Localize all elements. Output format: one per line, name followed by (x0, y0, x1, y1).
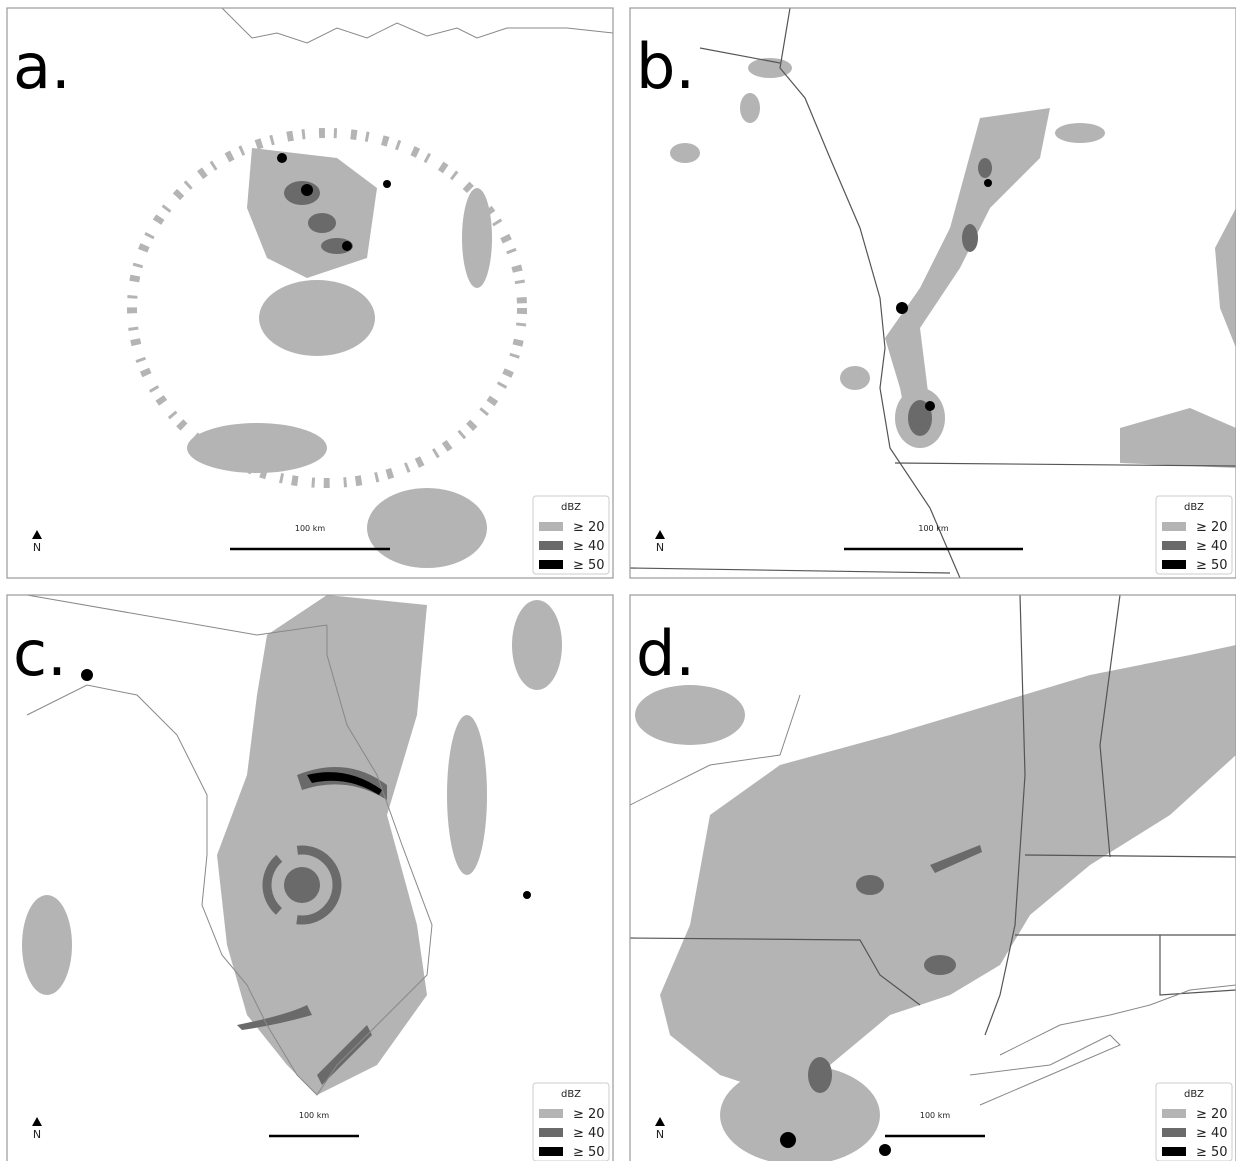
north-arrow (32, 530, 42, 539)
north-label: N (33, 541, 41, 554)
legend-title: dBZ (1184, 502, 1204, 513)
legend-label: ≥ 50 (1196, 1145, 1228, 1160)
panel: b. N 100 km dBZ ≥ 20 ≥ 40 ≥ 50 (629, 7, 1236, 579)
legend-swatch (539, 522, 563, 531)
legend-box (1155, 1082, 1233, 1161)
panel-frame (6, 594, 614, 1161)
legend-title: dBZ (561, 502, 581, 513)
panel-label: b. (636, 30, 695, 103)
legend-box (1155, 495, 1233, 575)
panel: a. N 100 km dBZ ≥ 20 ≥ 40 ≥ 50 (6, 7, 614, 579)
legend-label: ≥ 50 (573, 1145, 605, 1160)
legend-swatch (539, 560, 563, 569)
scale-label: 100 km (299, 1111, 329, 1120)
legend-label: ≥ 40 (1196, 539, 1228, 554)
panel-frame (629, 7, 1236, 579)
legend-swatch (1162, 560, 1186, 569)
scale-label: 100 km (295, 524, 325, 533)
legend-box (532, 495, 610, 575)
legend-swatch (539, 1109, 563, 1118)
legend-swatch (1162, 1109, 1186, 1118)
radar-field (127, 8, 613, 568)
legend-swatch (539, 541, 563, 550)
panel-label: d. (636, 617, 695, 690)
radar-field (22, 595, 562, 1096)
legend-label: ≥ 20 (1196, 1107, 1228, 1122)
legend-label: ≥ 20 (1196, 520, 1228, 535)
scale-label: 100 km (918, 524, 948, 533)
legend-swatch (539, 1128, 563, 1137)
legend-label: ≥ 50 (1196, 558, 1228, 573)
radar-field (630, 595, 1236, 1161)
north-arrow (655, 1117, 665, 1126)
legend-swatch (1162, 541, 1186, 550)
legend-label: ≥ 40 (573, 1126, 605, 1141)
north-arrow (32, 1117, 42, 1126)
panel-label: c. (13, 617, 67, 690)
panel: c. N 100 km dBZ ≥ 20 ≥ 40 ≥ 50 (6, 594, 614, 1161)
legend-swatch (1162, 1128, 1186, 1137)
north-arrow (655, 530, 665, 539)
legend-title: dBZ (1184, 1089, 1204, 1100)
panel-frame (6, 7, 614, 579)
legend-box (532, 1082, 610, 1161)
north-label: N (33, 1128, 41, 1141)
north-label: N (656, 1128, 664, 1141)
legend-swatch (1162, 1147, 1186, 1156)
panel: d. N 100 km dBZ ≥ 20 ≥ 40 ≥ 50 (629, 594, 1236, 1161)
legend-swatch (539, 1147, 563, 1156)
legend-label: ≥ 50 (573, 558, 605, 573)
panel-label: a. (13, 30, 71, 103)
legend-swatch (1162, 522, 1186, 531)
radar-field (630, 8, 1236, 578)
north-label: N (656, 541, 664, 554)
legend-label: ≥ 40 (573, 539, 605, 554)
legend-label: ≥ 40 (1196, 1126, 1228, 1141)
panel-frame (629, 594, 1236, 1161)
legend-title: dBZ (561, 1089, 581, 1100)
legend-label: ≥ 20 (573, 1107, 605, 1122)
scale-label: 100 km (920, 1111, 950, 1120)
legend-label: ≥ 20 (573, 520, 605, 535)
